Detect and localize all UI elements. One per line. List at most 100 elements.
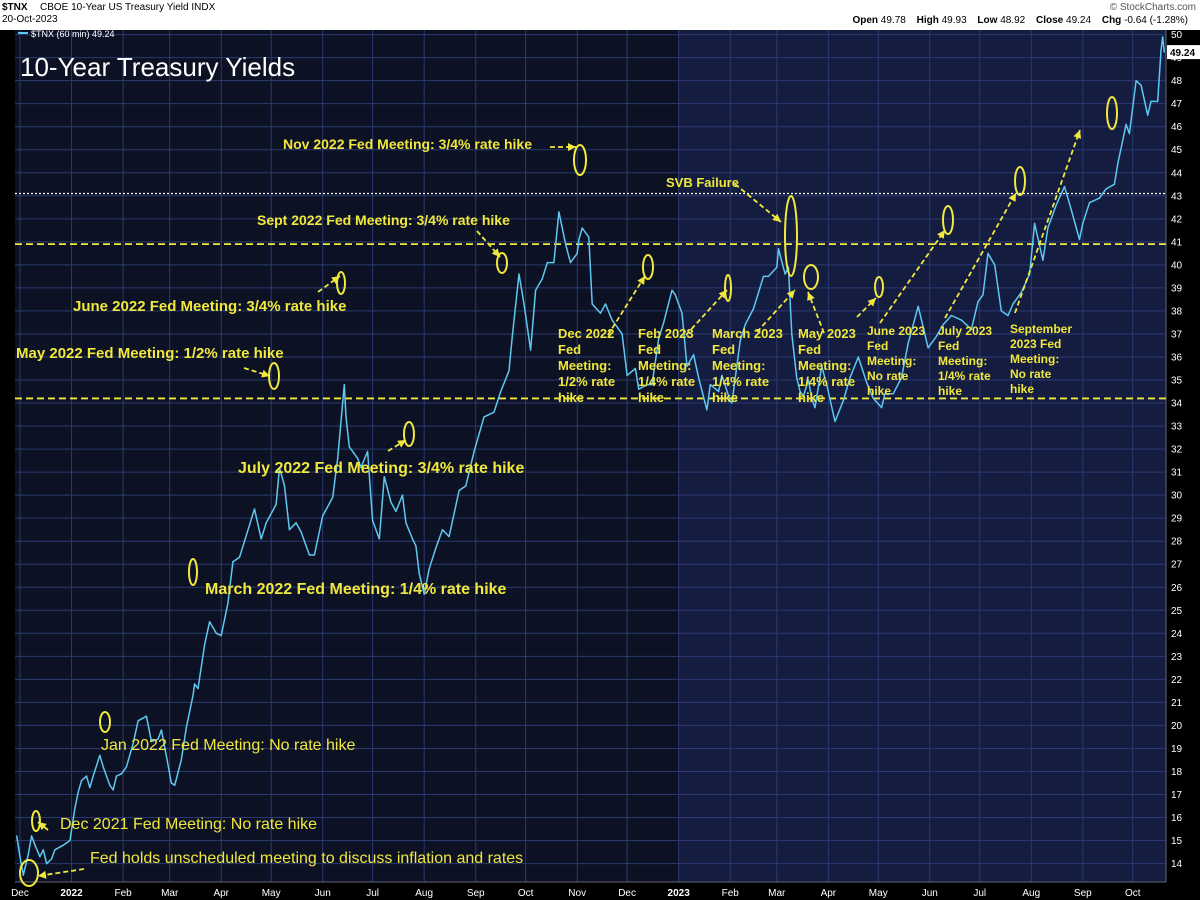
data-point xyxy=(300,531,302,533)
y-tick-label: 24 xyxy=(1171,629,1183,640)
highlight-ellipse xyxy=(403,421,415,447)
data-point xyxy=(112,789,114,791)
data-point xyxy=(238,556,241,558)
data-point xyxy=(248,524,251,526)
data-point xyxy=(157,738,159,740)
data-point xyxy=(458,489,460,492)
data-point xyxy=(145,715,148,717)
y-tick-label: 34 xyxy=(1171,399,1183,410)
data-point xyxy=(1113,183,1116,185)
stockcharts-logo: © StockCharts.com xyxy=(1109,2,1196,13)
change-value: -0.64 (-1.28%) xyxy=(1124,15,1188,26)
data-point xyxy=(74,807,76,809)
data-point xyxy=(581,227,583,229)
annotation-text: March 2023 Fed Meeting: 1/4% rate hike xyxy=(712,326,783,405)
pointer-arrow xyxy=(317,275,341,293)
data-point xyxy=(523,303,525,305)
data-point xyxy=(102,766,104,768)
data-point xyxy=(646,384,648,386)
y-tick-label: 41 xyxy=(1171,237,1183,248)
data-point xyxy=(1070,209,1072,211)
high-value: 49.93 xyxy=(941,15,967,26)
chart-title: 10-Year Treasury Yields xyxy=(20,52,295,82)
annotation-line: March 2023 xyxy=(712,326,783,341)
y-tick-label: 21 xyxy=(1171,698,1183,709)
data-point xyxy=(706,409,708,411)
data-point xyxy=(92,775,94,777)
data-point xyxy=(27,853,29,855)
data-point xyxy=(1078,238,1081,241)
data-point xyxy=(1117,162,1119,165)
data-point xyxy=(308,554,311,556)
arrow-head xyxy=(38,870,47,879)
ticker-description: CBOE 10-Year US Treasury Yield INDX xyxy=(40,2,216,13)
data-point xyxy=(405,522,407,524)
highlight-ellipse xyxy=(573,144,587,176)
data-point xyxy=(194,683,196,685)
arrow-head xyxy=(331,276,340,284)
last-value-tag xyxy=(1167,45,1200,60)
annotation-line: 1/4% rate xyxy=(638,374,695,389)
data-point xyxy=(150,740,152,743)
data-point xyxy=(651,384,653,386)
y-tick-label: 25 xyxy=(1171,606,1183,617)
arrow-head xyxy=(937,230,945,239)
annotation-line: Meeting: xyxy=(558,358,611,373)
data-point xyxy=(987,252,989,254)
data-point xyxy=(744,324,746,326)
y-tick-label: 18 xyxy=(1171,767,1183,778)
data-point xyxy=(204,644,206,646)
data-point xyxy=(85,775,88,777)
data-point xyxy=(811,397,813,400)
data-point xyxy=(160,729,162,731)
data-point xyxy=(977,301,979,303)
data-point xyxy=(599,312,602,314)
data-point xyxy=(46,862,48,865)
data-point xyxy=(621,333,623,335)
x-tick-label: Sep xyxy=(1074,888,1092,899)
data-point xyxy=(343,384,345,386)
pointer-arrow xyxy=(879,229,946,324)
annotation-line: Meeting: xyxy=(798,358,851,373)
data-point xyxy=(588,236,590,238)
annotation-line: Fed xyxy=(938,339,959,353)
data-point xyxy=(717,390,720,393)
highlight-ellipse xyxy=(336,271,346,295)
data-point xyxy=(648,384,650,386)
x-tick-label: Aug xyxy=(415,888,433,899)
y-tick-label: 38 xyxy=(1171,306,1183,317)
arrow-head xyxy=(786,290,795,299)
data-point xyxy=(917,305,919,307)
arrow-head xyxy=(867,298,876,307)
chart-date: 20-Oct-2023 xyxy=(2,14,58,25)
x-tick-label: Nov xyxy=(568,888,586,899)
data-point xyxy=(395,510,397,512)
data-point xyxy=(518,273,520,275)
data-point xyxy=(658,337,660,340)
data-point xyxy=(1012,303,1014,305)
data-point xyxy=(849,377,851,379)
highlight-ellipse xyxy=(874,276,884,298)
ohlc-readout: Open 49.78 High 49.93 Low 48.92 Close 49… xyxy=(852,15,1188,26)
x-tick-label: Oct xyxy=(518,888,534,899)
data-point xyxy=(69,839,71,842)
data-point xyxy=(180,759,182,761)
data-point xyxy=(553,261,555,264)
data-point xyxy=(814,407,816,409)
x-tick-label: Dec xyxy=(618,888,636,899)
data-point xyxy=(39,856,41,858)
arrow-head xyxy=(261,369,270,378)
data-point xyxy=(50,858,53,860)
data-point xyxy=(611,319,613,321)
data-point xyxy=(1063,185,1066,188)
data-point xyxy=(120,773,123,775)
y-tick-label: 36 xyxy=(1171,352,1183,363)
annotation-line: March 2022 Fed Meeting: 1/4% rate hike xyxy=(205,581,507,598)
data-point xyxy=(435,547,437,549)
data-point xyxy=(826,384,828,386)
annotation-text: March 2022 Fed Meeting: 1/4% rate hike xyxy=(205,581,507,598)
pointer-arrow xyxy=(1014,129,1081,314)
data-point xyxy=(348,446,350,448)
annotation-line: 1/4% rate xyxy=(798,374,855,389)
data-point xyxy=(674,294,676,296)
